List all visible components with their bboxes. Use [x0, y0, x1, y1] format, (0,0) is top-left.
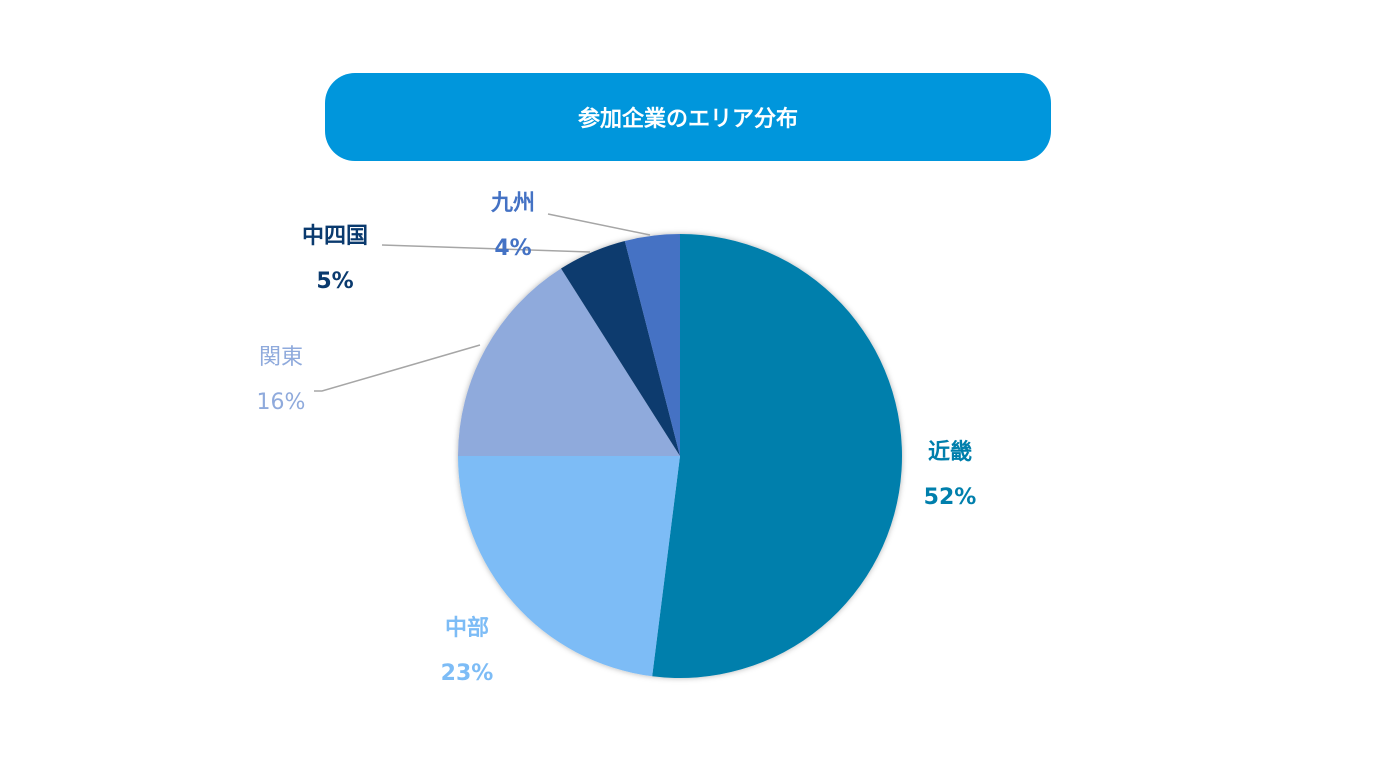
- data-label-kinki: 近畿 52%: [895, 430, 1005, 520]
- slice-name: 関東: [258, 345, 303, 370]
- slice-name: 中部: [444, 616, 489, 641]
- leader-line-kanto: [314, 344, 481, 392]
- slice-percent: 23%: [440, 661, 494, 686]
- slice-percent: 5%: [316, 269, 354, 294]
- pie-slice-4: [624, 234, 680, 456]
- leader-line-kyushu: [547, 213, 651, 236]
- pie-slice-3: [561, 240, 680, 456]
- slice-percent: 16%: [256, 390, 306, 415]
- data-label-chushikoku: 中四国 5%: [280, 214, 390, 304]
- pie-slice-1: [458, 456, 680, 677]
- slice-percent: 52%: [923, 485, 977, 510]
- leader-line-chushikoku: [381, 244, 591, 253]
- data-label-kyushu: 九州 4%: [458, 181, 568, 271]
- pie-slice-2: [458, 268, 680, 456]
- pie-slice-0: [652, 234, 902, 678]
- slice-name: 近畿: [927, 440, 972, 465]
- data-label-chubu: 中部 23%: [412, 606, 522, 696]
- slice-percent: 4%: [494, 236, 532, 261]
- chart-title: 参加企業のエリア分布: [325, 73, 1051, 161]
- data-label-kanto: 関東 16%: [226, 335, 336, 425]
- slice-name: 九州: [490, 191, 535, 216]
- slice-name: 中四国: [301, 224, 368, 249]
